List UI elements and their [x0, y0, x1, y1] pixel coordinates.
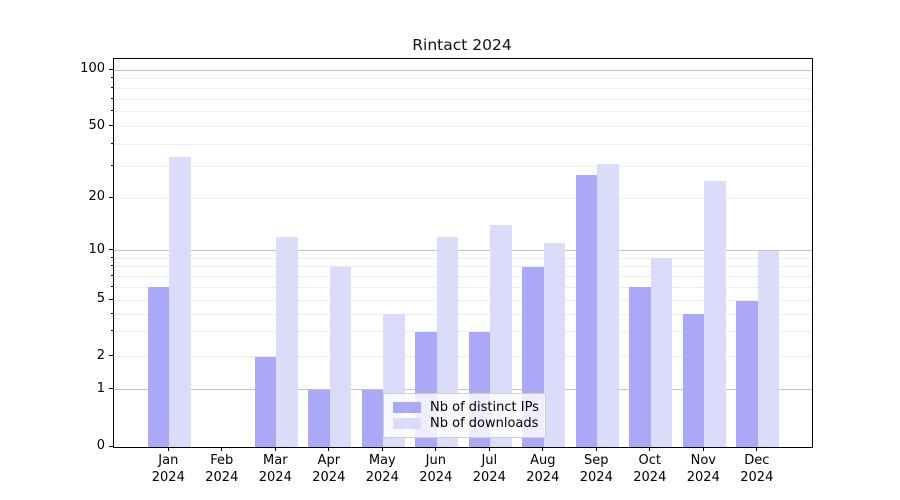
- x-tick-label-0: Jan 2024: [151, 453, 185, 485]
- y-minortick-7: [110, 274, 113, 276]
- y-gridline-3: [114, 331, 812, 333]
- y-tick-label-50: 50: [88, 117, 105, 133]
- x-tick-9: [649, 447, 651, 451]
- y-gridline-5: [114, 300, 812, 301]
- y-tick-label-2: 2: [96, 347, 105, 363]
- y-gridline-2: [114, 356, 812, 358]
- x-tick-label-8: Sep 2024: [579, 453, 613, 485]
- y-minortick-40: [110, 142, 113, 144]
- y-minortick-8: [110, 265, 113, 267]
- chart-title: Rintact 2024: [412, 36, 512, 54]
- y-tick-label-10: 10: [88, 241, 105, 257]
- y-gridline-1: [114, 389, 812, 391]
- y-gridline-9: [114, 257, 812, 259]
- bar-ips-mar: [254, 356, 277, 447]
- y-tick-100: [108, 68, 113, 70]
- bar-downloads-mar: [276, 236, 298, 447]
- y-gridline-70: [114, 98, 812, 100]
- y-minortick-6: [110, 285, 113, 287]
- x-tick-label-11: Dec 2024: [740, 453, 774, 485]
- bar-downloads-dec: [757, 250, 780, 447]
- x-tick-6: [488, 447, 490, 451]
- y-tick-1: [108, 388, 113, 390]
- x-tick-label-6: Jul 2024: [472, 453, 506, 485]
- y-tick-50: [108, 125, 113, 126]
- x-tick-5: [435, 447, 437, 451]
- x-tick-label-3: Apr 2024: [312, 453, 346, 485]
- y-tick-5: [108, 298, 113, 300]
- y-gridline-30: [114, 166, 812, 168]
- y-minortick-80: [110, 86, 113, 88]
- legend-swatch-distinct-ips: [393, 401, 421, 413]
- y-minortick-30: [110, 165, 113, 167]
- y-tick-0: [108, 445, 113, 447]
- y-gridline-90: [114, 78, 812, 80]
- x-tick-7: [542, 447, 544, 451]
- x-tick-label-7: Aug 2024: [526, 453, 560, 485]
- y-gridline-50: [114, 126, 812, 128]
- bar-ips-jan: [147, 287, 170, 447]
- y-minortick-90: [110, 77, 113, 79]
- plot-area: Nb of distinct IPs Nb of downloads: [113, 58, 813, 448]
- y-tick-label-100: 100: [80, 61, 105, 77]
- y-gridline-40: [114, 143, 812, 145]
- x-tick-11: [756, 447, 758, 451]
- bar-ips-sep: [575, 174, 598, 447]
- y-tick-2: [108, 355, 113, 357]
- x-tick-10: [702, 447, 704, 451]
- x-tick-label-2: Mar 2024: [258, 453, 292, 485]
- x-tick-4: [381, 447, 383, 451]
- x-tick-label-9: Oct 2024: [633, 453, 667, 485]
- bar-downloads-jul: [490, 225, 512, 447]
- bar-ips-apr: [308, 389, 330, 447]
- y-tick-label-1: 1: [96, 380, 105, 396]
- x-tick-3: [328, 447, 330, 451]
- y-gridline-6: [114, 286, 812, 288]
- x-tick-label-5: Jun 2024: [419, 453, 453, 485]
- legend-label-downloads: Nb of downloads: [430, 416, 539, 432]
- y-tick-label-5: 5: [96, 291, 105, 307]
- y-minortick-70: [110, 97, 113, 99]
- bar-downloads-jan: [169, 156, 191, 447]
- x-tick-8: [595, 447, 597, 451]
- y-minortick-9: [110, 256, 113, 258]
- y-gridline-10: [114, 250, 812, 252]
- y-gridline-60: [114, 111, 812, 113]
- x-tick-0: [167, 447, 169, 451]
- bar-downloads-oct: [650, 258, 673, 447]
- y-gridline-7: [114, 275, 812, 277]
- y-gridline-100: [114, 69, 812, 71]
- x-tick-1: [221, 447, 223, 451]
- x-tick-label-4: May 2024: [365, 453, 399, 485]
- y-minortick-4: [110, 312, 113, 314]
- y-minortick-3: [110, 330, 113, 332]
- legend-label-distinct-ips: Nb of distinct IPs: [430, 399, 539, 415]
- bar-ips-nov: [682, 314, 705, 447]
- bar-ips-oct: [629, 287, 651, 447]
- legend-item-distinct-ips: Nb of distinct IPs: [393, 399, 539, 415]
- bar-ips-dec: [736, 300, 758, 447]
- bar-downloads-sep: [597, 164, 619, 447]
- bar-downloads-apr: [329, 266, 352, 447]
- bar-downloads-nov: [704, 180, 726, 447]
- y-tick-20: [108, 196, 113, 198]
- y-minortick-60: [110, 110, 113, 112]
- bar-downloads-aug: [543, 243, 566, 447]
- bar-ips-may: [361, 389, 384, 447]
- y-tick-label-0: 0: [96, 438, 105, 453]
- y-gridline-4: [114, 313, 812, 315]
- legend-item-downloads: Nb of downloads: [393, 416, 539, 432]
- y-tick-10: [108, 249, 113, 251]
- y-gridline-8: [114, 266, 812, 268]
- y-tick-label-20: 20: [88, 189, 105, 205]
- y-gridline-80: [114, 87, 812, 89]
- legend-swatch-downloads: [393, 418, 421, 430]
- x-tick-label-1: Feb 2024: [205, 453, 239, 485]
- legend: Nb of distinct IPs Nb of downloads: [383, 393, 546, 438]
- y-gridline-20: [114, 198, 812, 199]
- x-tick-label-10: Nov 2024: [686, 453, 720, 485]
- x-tick-2: [274, 447, 276, 451]
